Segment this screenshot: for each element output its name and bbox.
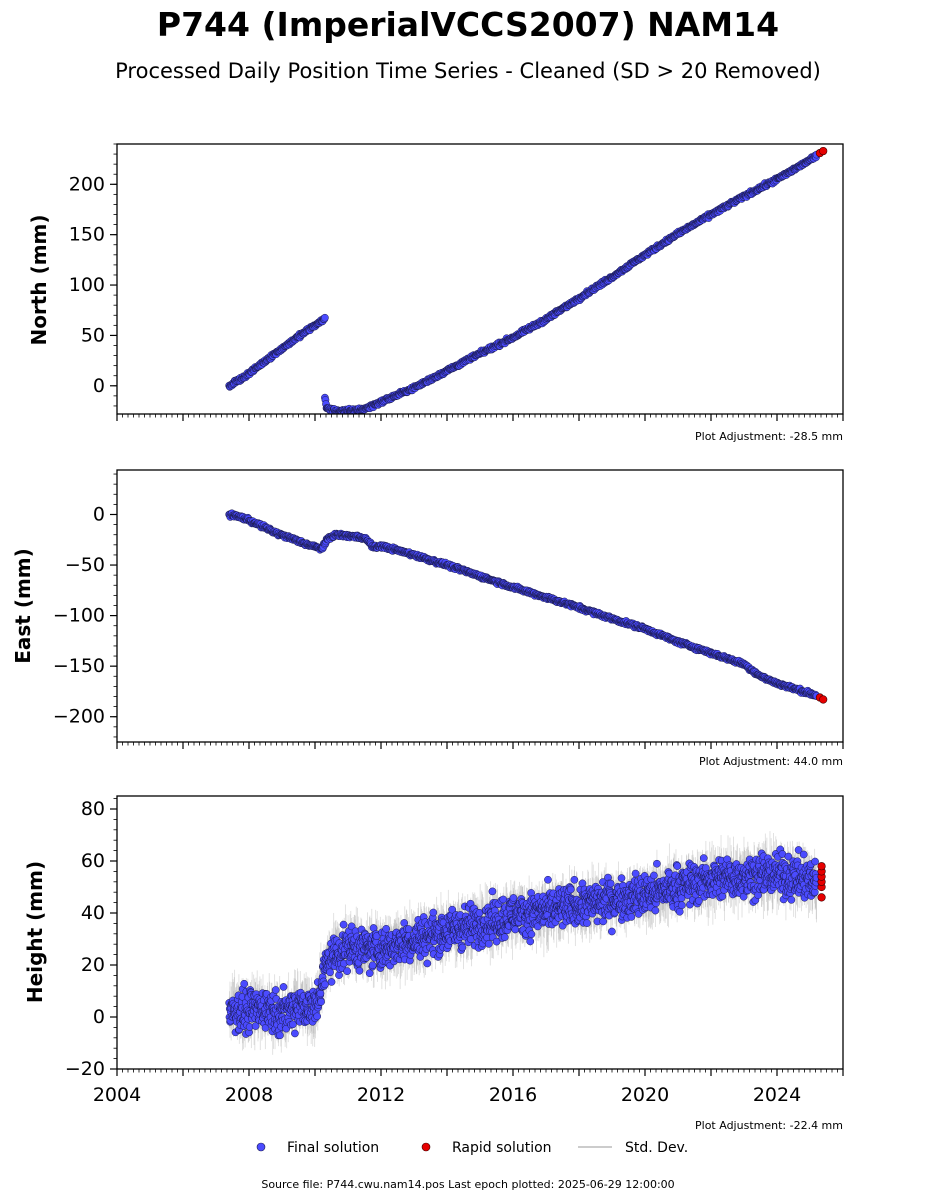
final-solution-series [225,509,821,700]
y-tick-label: 150 [69,224,105,246]
stddev-series [228,152,817,414]
y-tick-label: −100 [53,605,105,627]
east-plot-adjustment: Plot Adjustment: 44.0 mm [699,755,843,768]
y-tick-label: 200 [69,173,105,195]
rapid-solution-point [819,695,828,704]
height-plot-adjustment: Plot Adjustment: -22.4 mm [695,1119,843,1132]
plot-frame [116,143,844,415]
chart-title: P744 (ImperialVCCS2007) NAM14 [157,5,779,44]
plot-frame [116,469,844,743]
east-ylabel: East (mm) [11,548,35,664]
y-tick-label: −50 [65,554,105,576]
y-tick-label: 0 [93,503,105,525]
north-plot-adjustment: Plot Adjustment: -28.5 mm [695,430,843,443]
rapid-solution-series [815,146,828,158]
north-panel: North (mm) Plot Adjustment: -28.5 mm 0 50… [27,143,844,443]
final-solution-series [225,150,821,414]
y-tick-label: −150 [53,655,105,677]
y-tick-label: 0 [93,375,105,397]
plot-area [225,831,826,1055]
rapid-solution-series [815,693,828,704]
stddev-series [228,512,817,699]
rapid-solution-point [819,146,828,156]
north-ylabel: North (mm) [27,214,51,345]
chart-subtitle: Processed Daily Position Time Series - C… [115,59,821,83]
final-solution-point [321,313,329,322]
y-tick-label: −200 [53,706,105,728]
east-panel: East (mm) Plot Adjustment: 44.0 mm −200 −… [11,469,844,768]
height-ylabel: Height (mm) [23,861,47,1003]
y-tick-label: 50 [81,324,105,346]
height-panel: Height (mm) Plot Adjustment: -22.4 mm −2… [23,795,844,1132]
y-tick-label: 100 [69,274,105,296]
plot-area [225,509,828,704]
plot-area [225,146,828,414]
